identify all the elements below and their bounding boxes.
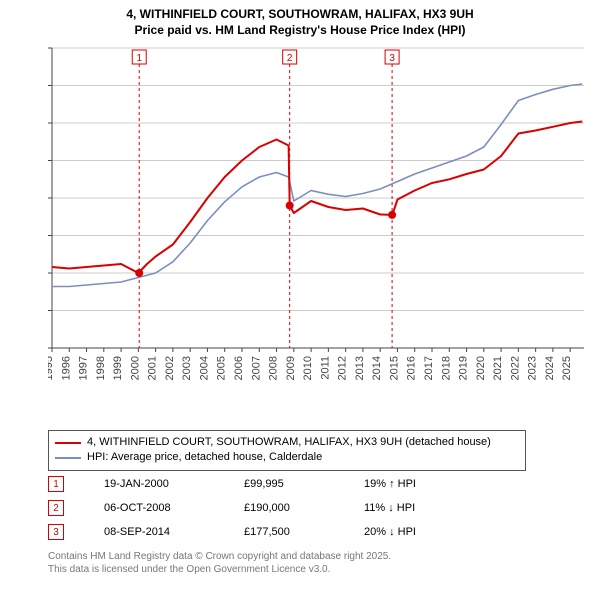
legend-item: HPI: Average price, detached house, Cald… <box>55 450 519 465</box>
svg-text:3: 3 <box>389 53 395 64</box>
svg-text:2022: 2022 <box>509 356 521 380</box>
legend-swatch <box>55 457 81 459</box>
svg-text:1996: 1996 <box>60 356 72 380</box>
event-hpi: 11% ↓ HPI <box>364 502 474 514</box>
chart-svg: £0£50K£100K£150K£200K£250K£300K£350K£400… <box>48 44 588 394</box>
svg-text:1: 1 <box>136 53 142 64</box>
svg-text:2007: 2007 <box>250 356 262 380</box>
svg-text:2017: 2017 <box>423 356 435 380</box>
event-hpi: 20% ↓ HPI <box>364 526 474 538</box>
svg-text:2020: 2020 <box>475 356 487 380</box>
event-date: 19-JAN-2000 <box>104 478 214 490</box>
svg-text:2010: 2010 <box>302 356 314 380</box>
svg-text:2001: 2001 <box>147 356 159 380</box>
svg-text:2021: 2021 <box>492 356 504 380</box>
svg-text:2015: 2015 <box>388 356 400 380</box>
legend-label: 4, WITHINFIELD COURT, SOUTHOWRAM, HALIFA… <box>87 435 491 450</box>
svg-text:2025: 2025 <box>561 356 573 380</box>
event-date: 08-SEP-2014 <box>104 526 214 538</box>
svg-text:2000: 2000 <box>129 356 141 380</box>
svg-text:2004: 2004 <box>198 356 210 380</box>
svg-text:2003: 2003 <box>181 356 193 380</box>
svg-text:2016: 2016 <box>406 356 418 380</box>
svg-text:1999: 1999 <box>112 356 124 380</box>
svg-text:2006: 2006 <box>233 356 245 380</box>
price-chart: £0£50K£100K£150K£200K£250K£300K£350K£400… <box>48 44 588 394</box>
event-row: 1 19-JAN-2000 £99,995 19% ↑ HPI <box>48 472 548 496</box>
event-row: 2 06-OCT-2008 £190,000 11% ↓ HPI <box>48 496 548 520</box>
svg-text:2: 2 <box>287 53 293 64</box>
svg-text:2009: 2009 <box>285 356 297 380</box>
event-row: 3 08-SEP-2014 £177,500 20% ↓ HPI <box>48 520 548 544</box>
event-price: £190,000 <box>244 502 334 514</box>
event-number-box: 2 <box>48 500 64 516</box>
event-number-box: 3 <box>48 524 64 540</box>
svg-text:2018: 2018 <box>440 356 452 380</box>
svg-text:2011: 2011 <box>319 356 331 380</box>
svg-text:2014: 2014 <box>371 356 383 380</box>
footer-line-2: This data is licensed under the Open Gov… <box>48 563 391 576</box>
event-price: £177,500 <box>244 526 334 538</box>
title-line-2: Price paid vs. HM Land Registry's House … <box>0 22 600 38</box>
event-number-box: 1 <box>48 476 64 492</box>
legend-swatch <box>55 442 81 444</box>
svg-text:2023: 2023 <box>527 356 539 380</box>
svg-text:2012: 2012 <box>337 356 349 380</box>
legend-label: HPI: Average price, detached house, Cald… <box>87 450 322 465</box>
svg-text:2005: 2005 <box>216 356 228 380</box>
svg-text:1997: 1997 <box>78 356 90 380</box>
svg-text:2002: 2002 <box>164 356 176 380</box>
event-hpi: 19% ↑ HPI <box>364 478 474 490</box>
svg-text:2013: 2013 <box>354 356 366 380</box>
footer-note: Contains HM Land Registry data © Crown c… <box>48 550 391 576</box>
svg-text:2019: 2019 <box>458 356 470 380</box>
legend: 4, WITHINFIELD COURT, SOUTHOWRAM, HALIFA… <box>48 430 526 471</box>
svg-text:2008: 2008 <box>268 356 280 380</box>
event-table: 1 19-JAN-2000 £99,995 19% ↑ HPI 2 06-OCT-2008… <box>48 472 548 544</box>
event-date: 06-OCT-2008 <box>104 502 214 514</box>
svg-text:1998: 1998 <box>95 356 107 380</box>
legend-item: 4, WITHINFIELD COURT, SOUTHOWRAM, HALIFA… <box>55 435 519 450</box>
event-price: £99,995 <box>244 478 334 490</box>
title-line-1: 4, WITHINFIELD COURT, SOUTHOWRAM, HALIFA… <box>0 6 600 22</box>
svg-text:2024: 2024 <box>544 356 556 380</box>
chart-title: 4, WITHINFIELD COURT, SOUTHOWRAM, HALIFA… <box>0 0 600 38</box>
svg-text:1995: 1995 <box>48 356 55 380</box>
footer-line-1: Contains HM Land Registry data © Crown c… <box>48 550 391 563</box>
